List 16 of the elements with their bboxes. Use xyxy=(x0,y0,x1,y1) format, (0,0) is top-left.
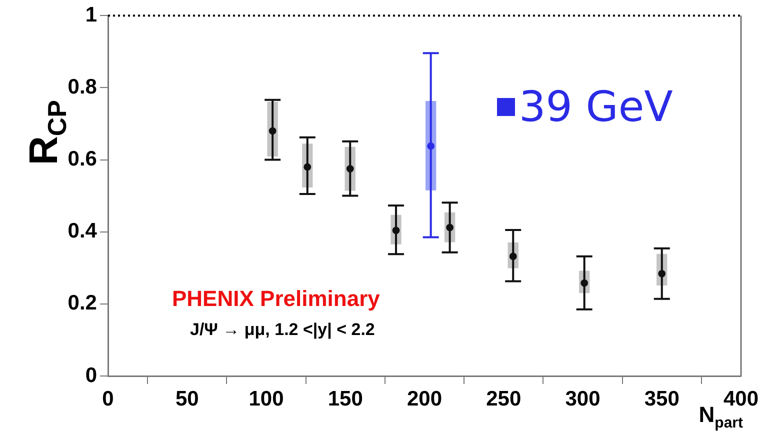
x-tick-label: 300 xyxy=(565,387,600,410)
legend-label: 39 GeV xyxy=(519,82,673,131)
y-tick-label: 0.8 xyxy=(68,75,98,98)
y-tick-label: 1 xyxy=(85,3,98,26)
x-tick-label: 200 xyxy=(406,387,442,410)
annotation: PHENIX Preliminary xyxy=(172,286,380,312)
x-tick-label: 50 xyxy=(175,387,199,410)
y-tick-label: 0 xyxy=(85,364,97,387)
x-tick-label: 100 xyxy=(248,387,284,410)
x-tick-label: 0 xyxy=(102,387,114,410)
annotation: J/Ψ → μμ, 1.2 <|y| < 2.2 xyxy=(190,320,375,340)
y-tick-label: 0.2 xyxy=(68,292,97,315)
x-tick-label: 150 xyxy=(328,387,363,410)
x-tick-label: 350 xyxy=(644,387,680,410)
x-tick-label: 250 xyxy=(486,387,522,410)
y-tick-label: 0.4 xyxy=(68,220,98,243)
